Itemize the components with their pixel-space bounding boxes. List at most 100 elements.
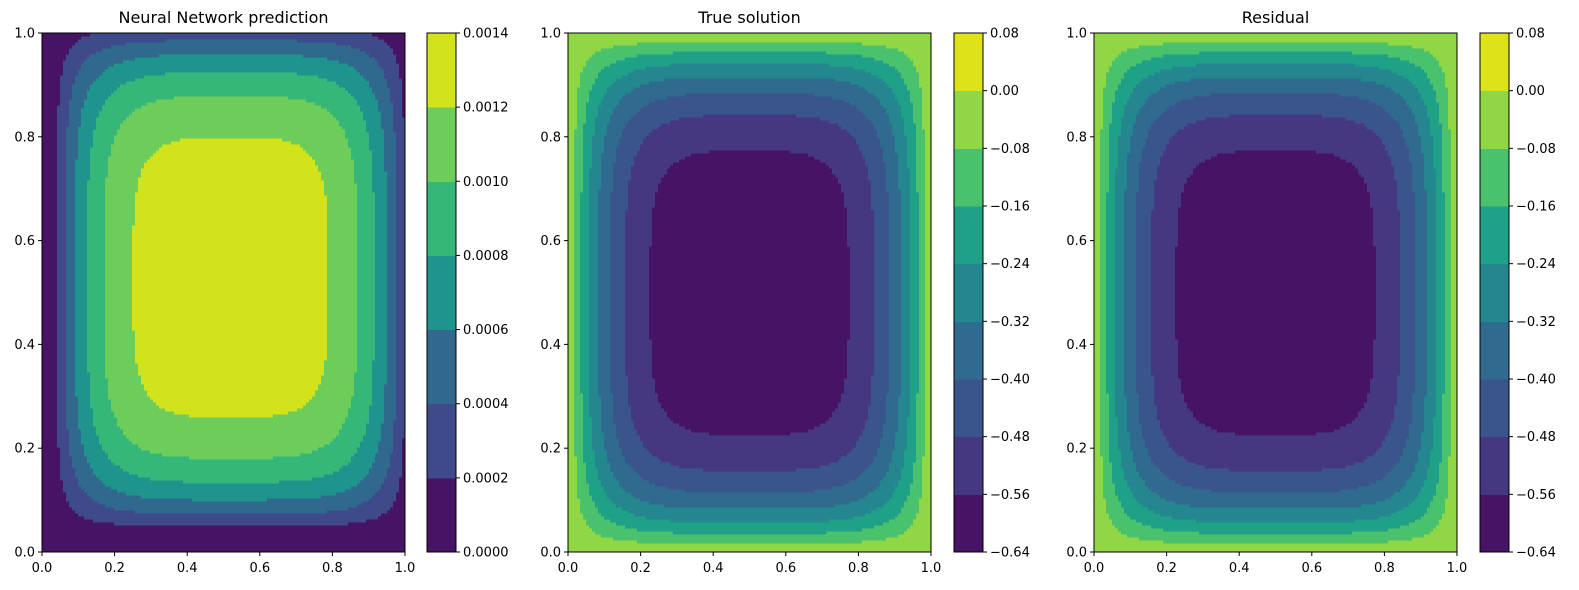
contour-cell <box>910 213 920 217</box>
contour-cell <box>901 273 911 277</box>
contour-cell <box>844 198 872 202</box>
contour-cell <box>904 504 920 508</box>
contour-cell <box>114 414 190 418</box>
contour-cell <box>598 348 611 352</box>
contour-cell <box>568 378 575 382</box>
contour-cell <box>1376 303 1401 307</box>
contour-cell <box>360 444 379 448</box>
contour-cell <box>880 483 899 487</box>
contour-cell <box>592 438 605 442</box>
contour-cell <box>622 96 668 100</box>
contour-cell <box>613 417 632 421</box>
contour-cell <box>66 54 91 58</box>
contour-cell <box>327 273 358 277</box>
contour-cell <box>42 303 58 307</box>
contour-cell <box>357 231 376 235</box>
contour-cell <box>922 126 932 130</box>
contour-cell <box>378 447 394 451</box>
contour-cell <box>396 387 406 391</box>
contour-cell <box>568 144 575 148</box>
contour-cell <box>75 183 88 187</box>
contour-cell <box>625 228 653 232</box>
contour-cell <box>820 465 869 469</box>
contour-cell <box>1178 372 1374 376</box>
contour-cell <box>598 273 611 277</box>
contour-cell <box>574 195 581 199</box>
contour-cell <box>625 330 650 334</box>
contour-cell <box>396 135 406 139</box>
contour-cell <box>1106 306 1116 310</box>
contour-cell <box>580 201 590 205</box>
contour-cell <box>63 480 79 484</box>
contour-cell <box>78 483 106 487</box>
contour-cell <box>375 318 388 322</box>
contour-cell <box>1451 399 1458 403</box>
contour-cell <box>568 189 575 193</box>
contour-cell <box>1205 465 1347 469</box>
contour-cell <box>354 393 373 397</box>
contour-cell <box>898 48 932 52</box>
contour-cell <box>396 342 406 346</box>
contour-cell <box>916 429 926 433</box>
contour-cell <box>658 399 842 403</box>
contour-cell <box>1436 345 1446 349</box>
y-tick-label: 0.0 <box>540 546 561 561</box>
contour-cell <box>387 231 397 235</box>
contour-cell <box>655 204 845 208</box>
contour-cell <box>327 288 358 292</box>
contour-cell <box>1448 456 1458 460</box>
contour-cell <box>1124 318 1137 322</box>
contour-cell <box>1094 498 1107 502</box>
contour-cell <box>78 150 91 154</box>
contour-cell <box>42 165 58 169</box>
contour-cell <box>1094 402 1101 406</box>
contour-cell <box>93 519 367 523</box>
contour-cell <box>1175 291 1377 295</box>
contour-cell <box>402 462 406 466</box>
contour-cell <box>592 495 608 499</box>
contour-cell <box>387 309 397 313</box>
contour-cell <box>868 417 887 421</box>
contour-cell <box>574 333 581 337</box>
contour-cell <box>42 93 61 97</box>
contour-cell <box>78 129 94 133</box>
contour-cell <box>916 399 926 403</box>
contour-cell <box>577 96 590 100</box>
contour-cell <box>1436 483 1449 487</box>
contour-cell <box>889 195 902 199</box>
contour-cell <box>42 120 58 124</box>
contour-cell <box>1184 396 1368 400</box>
contour-cell <box>1136 297 1152 301</box>
contour-cell <box>568 234 575 238</box>
contour-cell <box>919 354 926 358</box>
contour-cell <box>1445 297 1452 301</box>
contour-cell <box>916 516 932 520</box>
contour-cell <box>1124 474 1140 478</box>
contour-cell <box>625 300 650 304</box>
contour-cell <box>862 111 887 115</box>
contour-cell <box>1118 420 1128 424</box>
contour-cell <box>586 114 599 118</box>
contour-cell <box>75 207 88 211</box>
contour-cell <box>580 300 590 304</box>
contour-cell <box>78 135 94 139</box>
contour-cell <box>919 261 926 265</box>
contour-cell <box>847 129 878 133</box>
contour-cell <box>42 78 61 82</box>
contour-cell <box>1094 441 1101 445</box>
contour-cell <box>568 138 575 142</box>
contour-cell <box>1094 381 1101 385</box>
contour-cell <box>613 108 641 112</box>
contour-cell <box>66 273 76 277</box>
contour-cell <box>847 234 875 238</box>
contour-cell <box>1118 435 1131 439</box>
contour-cell <box>703 114 797 118</box>
contour-cell <box>583 459 596 463</box>
contour-cell <box>396 303 406 307</box>
contour-cell <box>1100 327 1107 331</box>
contour-cell <box>105 363 139 367</box>
contour-cell <box>1436 390 1446 394</box>
contour-cell <box>610 228 626 232</box>
contour-cell <box>42 198 58 202</box>
contour-cell <box>874 372 890 376</box>
